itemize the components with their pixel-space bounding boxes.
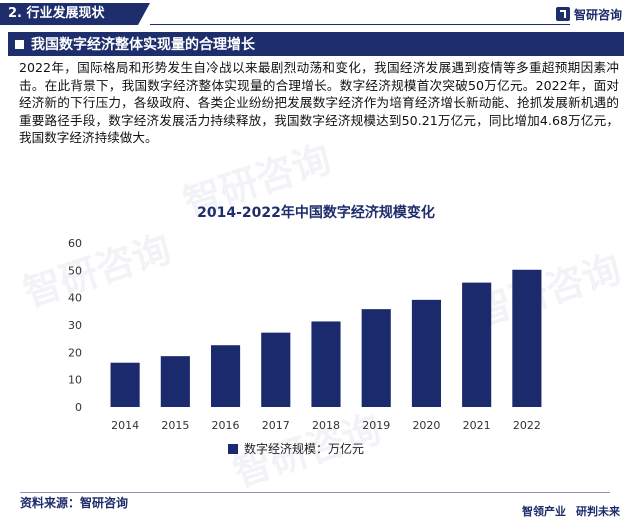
brand-top: 智研咨询 <box>555 5 622 23</box>
footer-divider <box>20 492 610 493</box>
top-divider <box>150 24 570 25</box>
y-tick-label: 30 <box>68 319 82 332</box>
y-tick-label: 0 <box>75 401 82 414</box>
x-tick-label: 2021 <box>463 419 491 432</box>
x-tick-label: 2022 <box>513 419 541 432</box>
x-tick-label: 2014 <box>111 419 139 432</box>
slogan-left: 智领产业 <box>522 505 566 518</box>
slogan-right: 研判未来 <box>576 505 620 518</box>
bar <box>261 332 291 407</box>
x-tick-label: 2015 <box>161 419 189 432</box>
legend-label: 数字经济规模：万亿元 <box>244 441 364 456</box>
bar <box>110 362 140 407</box>
bar <box>512 269 542 407</box>
top-bar: 2. 行业发展现状 智研咨询 <box>0 0 632 28</box>
y-tick-label: 10 <box>68 374 82 387</box>
x-tick-label: 2016 <box>212 419 240 432</box>
heading-square-icon <box>15 39 24 49</box>
x-tick-label: 2020 <box>412 419 440 432</box>
bar <box>160 356 190 407</box>
bar <box>411 299 442 407</box>
section-label: 2. 行业发展现状 <box>0 3 150 25</box>
bar <box>210 345 241 407</box>
y-tick-label: 20 <box>68 346 82 359</box>
bar <box>462 282 492 407</box>
brand-name: 智研咨询 <box>573 7 622 22</box>
heading-title: 我国数字经济整体实现量的合理增长 <box>31 37 255 53</box>
slogan: 智领产业 研判未来 <box>522 503 620 519</box>
bar-chart: 2014-2022年中国数字经济规模变化 0 10 20 30 40 50 60 2014 201… <box>68 204 542 456</box>
x-tick-label: 2018 <box>312 419 340 432</box>
data-source: 资料来源：智研咨询 <box>20 496 129 510</box>
x-tick-label: 2019 <box>362 419 390 432</box>
x-tick-label: 2017 <box>262 419 290 432</box>
legend-swatch <box>228 444 238 454</box>
body-paragraph: 2022年，国际格局和形势发生自冷战以来最剧烈动荡和变化，我国经济发展遇到疫情等… <box>19 60 619 146</box>
zhiyan-logo-icon <box>555 7 570 21</box>
y-tick-label: 50 <box>68 264 82 277</box>
y-tick-label: 60 <box>68 237 82 250</box>
section-heading: 我国数字经济整体实现量的合理增长 <box>8 32 624 56</box>
bar <box>361 309 391 407</box>
y-tick-label: 40 <box>68 292 82 305</box>
chart-title: 2014-2022年中国数字经济规模变化 <box>197 204 435 221</box>
bar <box>311 321 341 407</box>
